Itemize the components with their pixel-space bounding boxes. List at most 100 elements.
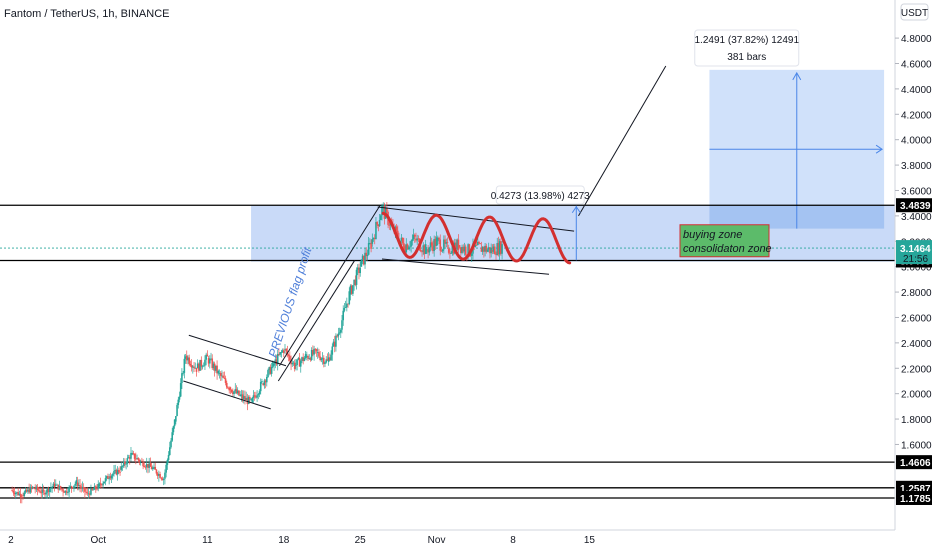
flag-2-upper[interactable] [377,206,575,232]
candle-body [386,207,388,212]
candle-body [430,242,433,246]
candle-body [239,394,241,396]
candle-body [435,237,438,246]
candle-body [372,237,375,240]
candle-body [121,465,124,467]
pole-line-lower[interactable] [277,260,356,382]
candle-body [218,372,221,374]
candle-body [47,488,50,493]
candle-body [276,354,279,365]
candle-body [310,349,313,360]
candle-body [17,492,19,495]
candle-body [178,396,181,400]
candle-body [309,358,312,360]
candle-body [258,391,261,395]
candle-body [116,469,119,475]
candle-body [232,392,234,394]
flag-1-upper[interactable] [188,334,287,367]
candle-body [233,391,235,394]
candle-body [261,381,263,382]
candle-body [346,303,348,308]
candle-body [81,487,84,489]
candle-body [195,367,198,372]
candle-body [257,394,260,396]
candle-body [352,285,354,294]
candle-body [198,363,200,371]
candle-body [179,383,182,397]
candle-body [350,285,353,294]
flag-2-lower[interactable] [381,258,550,275]
flag-profit-label: PREVIOUS flag profit [266,245,315,359]
candle-body [269,367,272,374]
candle-body [434,239,437,246]
candle-body [406,244,409,250]
range-label-mid-text: 0.4273 (13.98%) 4273 [491,191,590,202]
candle-body [86,492,89,494]
candle-body [439,239,442,251]
candle-body [75,480,78,484]
candle-body [481,247,484,252]
candle-body [464,246,467,255]
candle-body [270,366,273,374]
candle-body [375,222,377,240]
candle-body [432,245,434,252]
price-tick-label: 3.4000 [901,212,932,223]
candle-body [182,372,184,374]
candle-body [353,279,355,286]
candle-body [181,373,183,384]
candle-body [496,243,499,256]
time-tick-label: 2 [8,535,14,546]
candle-body [291,363,294,365]
candle-body [366,254,369,257]
candle-body [50,487,52,489]
candle-body [253,395,256,397]
candle-body [135,458,137,460]
candle-body [484,245,486,252]
candle-body [259,381,262,392]
candle-body [136,458,138,460]
range-label-top-text: 1.2491 (37.82%) 12491 [695,35,800,46]
price-tick-label: 1.6000 [901,440,932,451]
time-tick-label: 18 [278,535,290,546]
candle-body [184,356,187,359]
candle-body [70,486,73,488]
candle-body [339,329,342,333]
candle-body [170,440,172,448]
candle-body [415,238,417,241]
flag-1-lower[interactable] [183,380,271,410]
candle-body [304,354,307,358]
candle-body [13,492,16,495]
range-label-mid-bg [495,185,585,205]
candle-body [440,250,443,252]
candle-body [456,239,459,250]
candle-body [16,492,18,493]
candle-body [64,490,67,493]
candle-body [58,486,61,490]
candle-body [224,378,227,383]
candle-body [501,244,503,254]
breakout-line[interactable] [578,65,667,217]
projection-arrows [709,71,883,229]
pole-line-upper[interactable] [278,205,381,366]
consolidation-wave[interactable] [381,211,572,265]
candle-body [158,474,160,476]
candle-body [148,463,150,468]
candle-body [428,247,431,253]
candle-body [156,473,159,476]
candle-body [69,486,72,488]
candle-body [495,254,497,256]
candle-body [395,226,398,231]
candle-body [95,486,97,489]
candle-body [147,463,149,468]
candle-body [67,492,69,493]
currency-button[interactable]: USDT [900,3,929,21]
currency-button-label[interactable]: USDT [901,8,928,19]
time-axis[interactable]: 2 Oct 11 18 25 Nov 8 15 [0,529,895,546]
candle-body [59,486,62,489]
candle-body [166,459,169,465]
candle-body [111,474,114,476]
price-axis[interactable]: 1.6000 1.8000 2.0000 2.2000 2.4000 2.6000 2.80… [894,0,932,550]
candle-body [85,491,87,493]
candle-body [229,387,232,390]
currency-button-bg[interactable] [900,3,929,21]
